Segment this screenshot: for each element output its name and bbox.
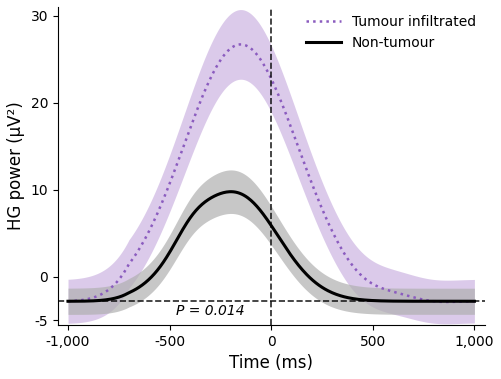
X-axis label: Time (ms): Time (ms) [229,354,313,372]
Legend: Tumour infiltrated, Non-tumour: Tumour infiltrated, Non-tumour [300,10,481,56]
Y-axis label: HG power (μV²): HG power (μV²) [7,102,25,230]
Text: P = 0.014: P = 0.014 [175,304,244,318]
